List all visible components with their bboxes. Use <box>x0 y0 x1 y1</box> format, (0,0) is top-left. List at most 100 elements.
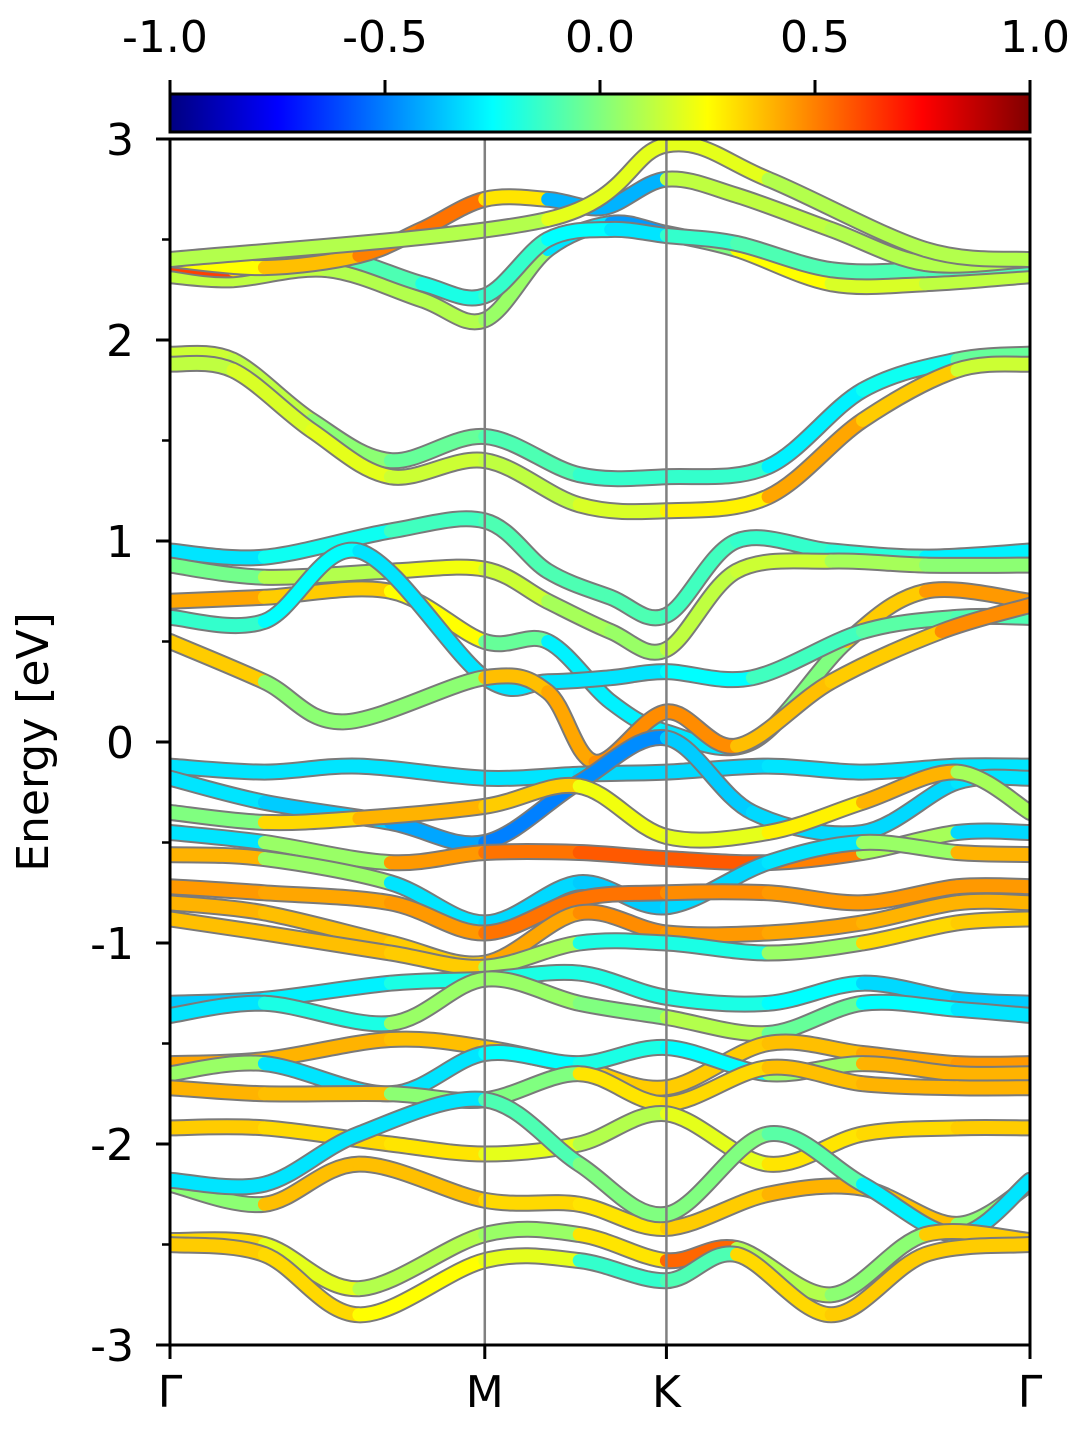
y-tick-label: 0 <box>106 718 134 769</box>
band-segment <box>761 1060 869 1091</box>
band-segment <box>352 799 492 825</box>
y-tick-label: -3 <box>90 1321 134 1372</box>
band-segment <box>572 468 673 486</box>
band-segment <box>383 946 492 974</box>
band-segment <box>572 934 673 950</box>
band-series <box>170 580 1030 757</box>
band-segment <box>950 992 1030 1010</box>
kpoint-label: Γ <box>1018 1367 1043 1418</box>
colorbar: -1.0 -0.5 0.0 0.5 1.0 <box>122 12 1070 134</box>
band-segment <box>659 936 775 960</box>
band-segment <box>572 1197 673 1235</box>
band-segment <box>761 172 932 256</box>
band-segment <box>572 905 673 940</box>
y-tick-label: -1 <box>90 919 134 970</box>
band-segment <box>170 805 271 829</box>
band-segment <box>824 625 948 689</box>
band-segment <box>659 534 744 622</box>
band-segment <box>257 675 350 729</box>
colorbar-ticks: -1.0 -0.5 0.0 0.5 1.0 <box>122 12 1070 94</box>
band-series <box>170 541 1030 697</box>
band-segment <box>572 731 673 789</box>
band-segment <box>824 1248 932 1322</box>
band-segment <box>659 1247 744 1288</box>
band-segment <box>659 1107 775 1171</box>
band-segment <box>856 1057 964 1081</box>
band-segment <box>761 759 869 779</box>
band-segment <box>478 1046 586 1071</box>
y-tick-label: 1 <box>106 517 134 568</box>
band-segment <box>257 811 366 830</box>
band-series <box>170 963 1030 1013</box>
band-segment <box>478 1249 586 1268</box>
band-segment <box>478 1222 586 1241</box>
bands-layer <box>170 139 1030 1324</box>
band-segment <box>856 995 964 1016</box>
band-segment <box>383 876 492 930</box>
band-segment <box>604 625 673 659</box>
band-segment <box>170 635 271 689</box>
band-segment <box>478 1093 586 1171</box>
band-segment <box>856 880 964 910</box>
band-segment <box>257 759 366 779</box>
band-segment <box>170 610 271 633</box>
band-segment <box>761 1127 869 1191</box>
band-segment <box>730 675 838 753</box>
band-segment <box>824 263 932 279</box>
band-segment <box>730 237 838 277</box>
band-segment <box>745 625 869 685</box>
band-segment <box>761 886 869 910</box>
y-tick-label: 2 <box>106 316 134 367</box>
band-segment <box>761 916 869 940</box>
band-segment <box>659 460 775 484</box>
band-segment <box>478 454 586 512</box>
band-segment <box>761 383 869 474</box>
band-segment <box>478 767 586 785</box>
colorbar-tick-label: -0.5 <box>342 12 428 63</box>
band-segment <box>257 836 397 870</box>
band-segment <box>478 430 586 482</box>
band-segment <box>950 912 1030 930</box>
band-segment <box>950 347 1030 367</box>
band-segment <box>856 775 964 839</box>
band-segment <box>856 363 964 427</box>
band-segment <box>170 1081 271 1101</box>
band-segment <box>659 926 775 942</box>
band-segment <box>170 848 271 866</box>
band-segment <box>170 912 271 940</box>
band-segment <box>730 1248 838 1322</box>
y-axis: -3 -2 -1 0 1 2 3 <box>90 115 170 1372</box>
band-segment <box>604 590 673 625</box>
band-segment <box>761 413 869 504</box>
band-segment <box>856 353 964 397</box>
band-segment <box>950 1057 1030 1071</box>
y-tick-label: -2 <box>90 1120 134 1171</box>
band-segment <box>257 1157 366 1211</box>
band-segment <box>659 1187 775 1235</box>
colorbar-gradient <box>168 92 1032 134</box>
band-outline <box>170 580 1030 757</box>
band-segment <box>478 233 555 303</box>
band-segment <box>478 892 586 940</box>
band-segment <box>170 212 555 267</box>
band-segment <box>761 836 869 870</box>
plot-area: -3 -2 -1 0 1 2 3 Γ M K Γ Energy [eV] <box>8 115 1043 1418</box>
band-segment <box>478 514 555 578</box>
band-segment <box>478 845 586 859</box>
band-segment <box>572 1067 673 1111</box>
band-segment <box>659 172 744 202</box>
colorbar-tick-label: 0.0 <box>565 12 635 63</box>
band-segment <box>170 1238 271 1261</box>
band-segment <box>824 1228 932 1302</box>
band-segment <box>320 263 429 307</box>
band-segment <box>478 190 555 206</box>
band-segment <box>572 779 673 843</box>
band-series <box>170 1236 1030 1324</box>
band-segment <box>659 139 775 186</box>
band-segment <box>170 996 271 1022</box>
band-segment <box>950 765 1030 819</box>
band-segment <box>604 222 673 242</box>
band-segment <box>950 846 1030 862</box>
band-segment <box>572 846 673 866</box>
